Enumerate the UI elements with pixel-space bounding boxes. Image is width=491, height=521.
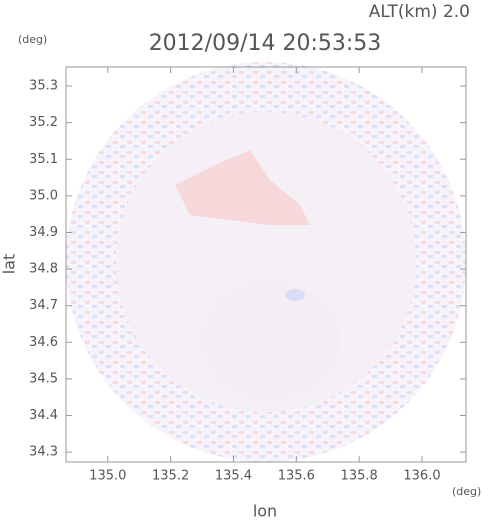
plot-frame: [65, 66, 467, 463]
y-tick-label: 34.7: [29, 298, 58, 313]
y-tick-label: 35.3: [29, 79, 58, 94]
chart-title: 2012/09/14 20:53:53: [149, 31, 382, 56]
x-tick-label: 135.6: [278, 469, 315, 484]
x-tick-label: 135.8: [341, 469, 378, 484]
y-tick-label: 34.3: [29, 445, 58, 460]
radar-field: [66, 62, 466, 462]
y-tick-label: 34.4: [29, 408, 58, 423]
y-tick-label: 35.0: [29, 188, 58, 203]
y-axis-label: lat: [0, 254, 19, 275]
y-tick-label: 34.9: [29, 225, 58, 240]
y-tick-label: 35.2: [29, 115, 58, 130]
x-tick-label: 135.2: [152, 469, 189, 484]
y-unit: (deg): [18, 33, 47, 46]
y-tick-label: 34.8: [29, 262, 58, 277]
x-tick-label: 135.0: [89, 469, 126, 484]
y-tick-label: 35.1: [29, 152, 58, 167]
x-axis-label: lon: [253, 502, 277, 521]
x-unit: (deg): [452, 485, 481, 498]
subtitle: ALT(km) 2.0: [369, 2, 470, 22]
y-tick-label: 34.5: [29, 371, 58, 386]
y-tick-label: 34.6: [29, 335, 58, 350]
x-tick-label: 135.4: [215, 469, 252, 484]
x-tick-label: 136.0: [403, 469, 440, 484]
